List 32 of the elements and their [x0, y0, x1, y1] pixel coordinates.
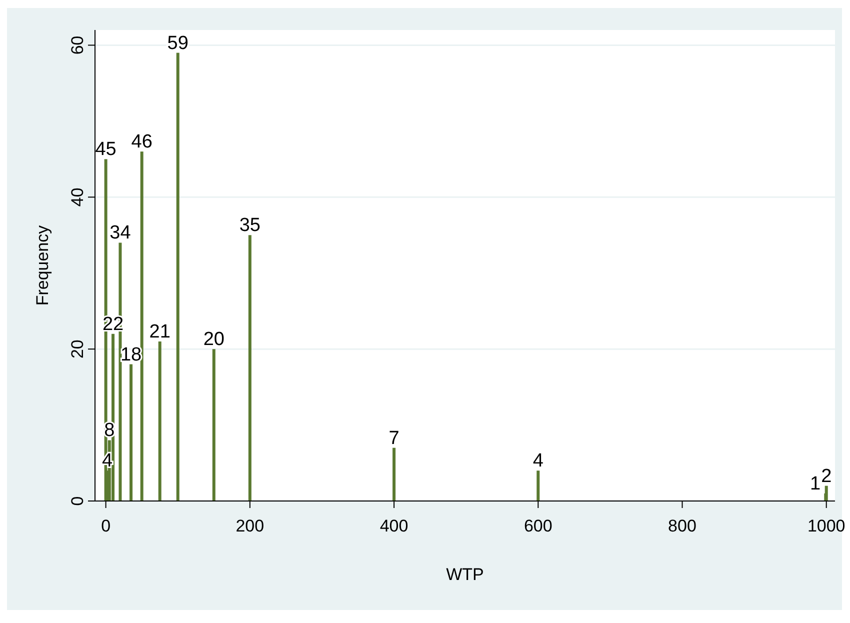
bar [176, 52, 180, 501]
data-label: 4 [532, 450, 544, 472]
data-label: 46 [131, 132, 152, 153]
y-tick-label: 20 [68, 340, 87, 359]
data-label: 2 [821, 466, 832, 487]
y-tick-label: 40 [68, 188, 87, 207]
data-label: 20 [203, 329, 224, 350]
data-label: 21 [149, 321, 170, 342]
data-label: 7 [388, 428, 400, 449]
x-tick-label: 800 [668, 516, 696, 536]
x-tick-label: 600 [524, 516, 552, 536]
data-label: 35 [239, 215, 260, 236]
y-axis-title: Frequency [33, 224, 52, 306]
x-axis-title: WTP [446, 565, 484, 584]
data-label: 1 [810, 473, 821, 494]
bar [158, 341, 162, 501]
data-label: 45 [95, 139, 116, 160]
bar [536, 470, 540, 501]
x-tick-label: 200 [236, 516, 264, 536]
bar [140, 152, 144, 501]
bar [130, 364, 133, 501]
x-tick-label: 0 [101, 516, 111, 536]
bar [824, 486, 828, 501]
bar [248, 235, 252, 501]
data-label: 34 [110, 222, 132, 244]
data-label: 59 [167, 32, 188, 54]
bar [212, 349, 216, 501]
y-tick-label: 60 [68, 36, 87, 55]
y-tick-label: 0 [68, 496, 87, 506]
x-tick-label: 400 [380, 516, 408, 536]
x-tick-label: 1000 [807, 516, 846, 536]
bar [392, 448, 396, 501]
